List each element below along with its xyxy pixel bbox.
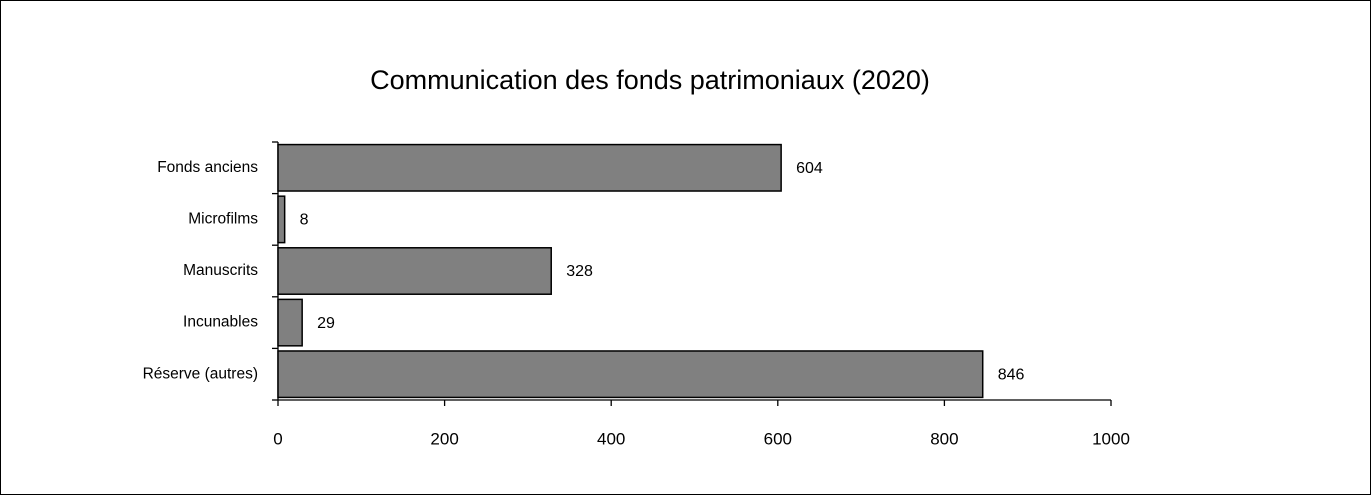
y-tick-label: Fonds anciens: [157, 159, 258, 176]
data-label: 846: [998, 366, 1025, 383]
data-label: 8: [300, 212, 309, 229]
x-tick-label: 800: [930, 429, 958, 448]
x-tick-label: 400: [597, 429, 625, 448]
y-tick-label: Microfilms: [188, 210, 258, 227]
data-label: 29: [317, 315, 335, 332]
data-label: 604: [796, 160, 823, 177]
y-tick-label: Manuscrits: [183, 262, 258, 279]
chart-title: Communication des fonds patrimoniaux (20…: [370, 65, 930, 95]
bar: [277, 143, 782, 192]
data-label: 328: [566, 263, 593, 280]
x-tick-label: 200: [430, 429, 458, 448]
x-tick-label: 1000: [1092, 429, 1130, 448]
bar: [277, 195, 286, 244]
y-tick-label: Réserve (autres): [143, 365, 258, 382]
bar: [277, 350, 984, 399]
x-tick-label: 0: [273, 429, 282, 448]
y-tick-label: Incunables: [183, 314, 258, 331]
bar: [277, 298, 303, 347]
bar: [277, 247, 552, 295]
x-tick-label: 600: [764, 429, 792, 448]
